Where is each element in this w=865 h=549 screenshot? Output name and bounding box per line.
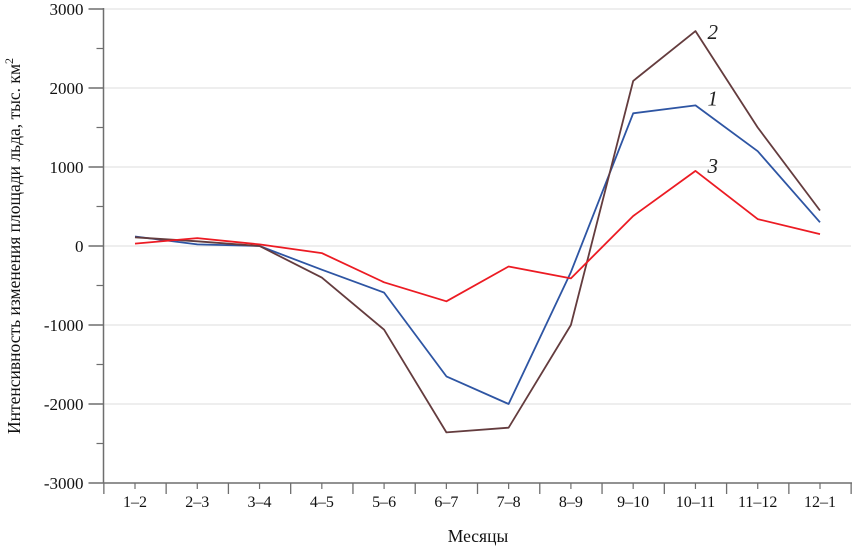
- y-tick-label: 2000: [50, 79, 84, 98]
- series-line-2: [134, 30, 821, 434]
- x-tick-label: 2–3: [185, 494, 209, 511]
- x-axis-title: Месяцы: [448, 526, 509, 546]
- x-tick-label: 7–8: [497, 494, 521, 511]
- series-line-1: [134, 104, 821, 405]
- x-tick-label: 5–6: [372, 494, 396, 511]
- x-tick-label: 6–7: [434, 494, 458, 511]
- x-tick-label: 1–2: [123, 494, 147, 511]
- x-tick-label: 11–12: [738, 494, 777, 511]
- x-tick-label: 10–11: [676, 494, 715, 511]
- y-tick-label: -3000: [44, 474, 84, 493]
- y-tick-label: 1000: [50, 158, 84, 177]
- y-tick-label: 3000: [50, 0, 84, 19]
- x-tick-label: 8–9: [559, 494, 583, 511]
- x-tick-label: 3–4: [248, 494, 272, 511]
- y-tick-label: 0: [75, 237, 84, 256]
- series-inline-label-2: 2: [707, 20, 718, 44]
- x-tick-label: 12–1: [804, 494, 836, 511]
- series-inline-label-3: 3: [706, 154, 718, 178]
- series-line-3: [134, 169, 821, 303]
- y-axis-title: Интенсивность изменения площади льда, ты…: [2, 58, 24, 434]
- series-inline-label-1: 1: [707, 86, 718, 110]
- y-tick-label: -1000: [44, 316, 84, 335]
- x-tick-label: 4–5: [310, 494, 334, 511]
- y-tick-label: -2000: [44, 395, 84, 414]
- x-tick-label: 9–10: [617, 494, 649, 511]
